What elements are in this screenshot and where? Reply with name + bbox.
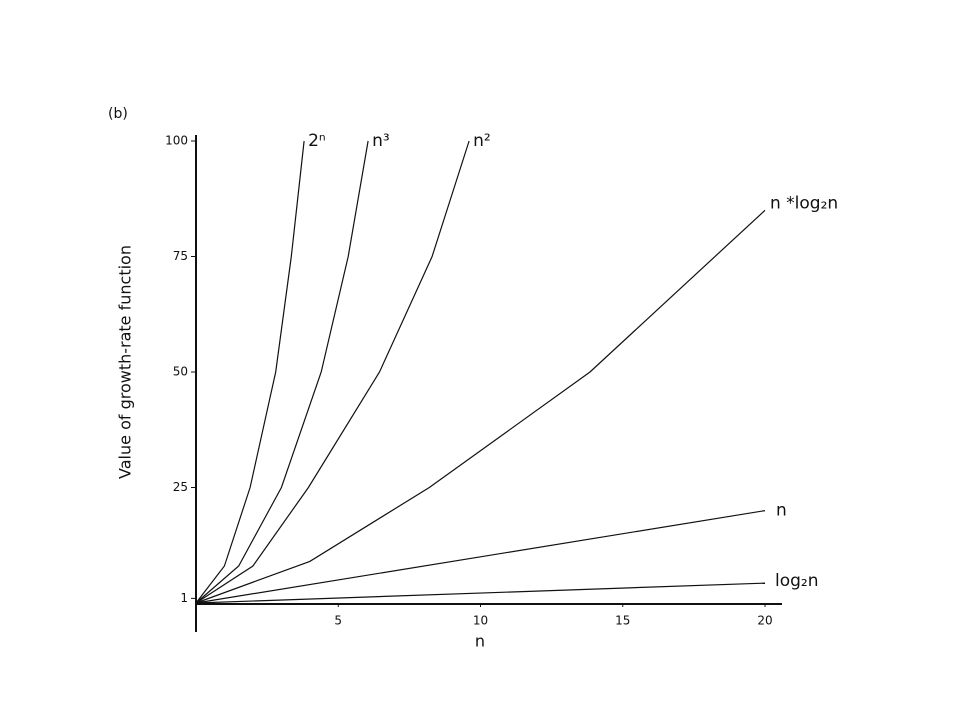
- x-tick-label: 15: [615, 614, 630, 628]
- curve-label: log₂n: [775, 571, 819, 591]
- x-tick-label: 20: [757, 614, 772, 628]
- panel-label: (b): [108, 106, 128, 122]
- curve-label: n²: [473, 131, 491, 151]
- y-tick-label: 75: [173, 249, 188, 263]
- curve-label: n: [776, 501, 787, 521]
- y-tick-label: 25: [173, 480, 188, 494]
- x-tick-label: 5: [334, 614, 342, 628]
- curve: [195, 140, 369, 604]
- curve: [195, 510, 766, 604]
- curve: [195, 140, 305, 604]
- y-tick-label: 50: [173, 365, 188, 379]
- y-tick-label: 100: [165, 134, 188, 148]
- curve: [195, 582, 766, 604]
- x-axis-label: n: [475, 632, 485, 651]
- y-tick-label: 1: [180, 591, 188, 605]
- curve-label: 2ⁿ: [308, 131, 326, 151]
- curve-label: n *log₂n: [770, 193, 838, 213]
- curve: [195, 209, 766, 604]
- curve-label: n³: [372, 131, 390, 151]
- y-axis-label: Value of growth-rate function: [116, 245, 135, 479]
- x-tick-label: 10: [473, 614, 488, 628]
- curve: [195, 140, 470, 604]
